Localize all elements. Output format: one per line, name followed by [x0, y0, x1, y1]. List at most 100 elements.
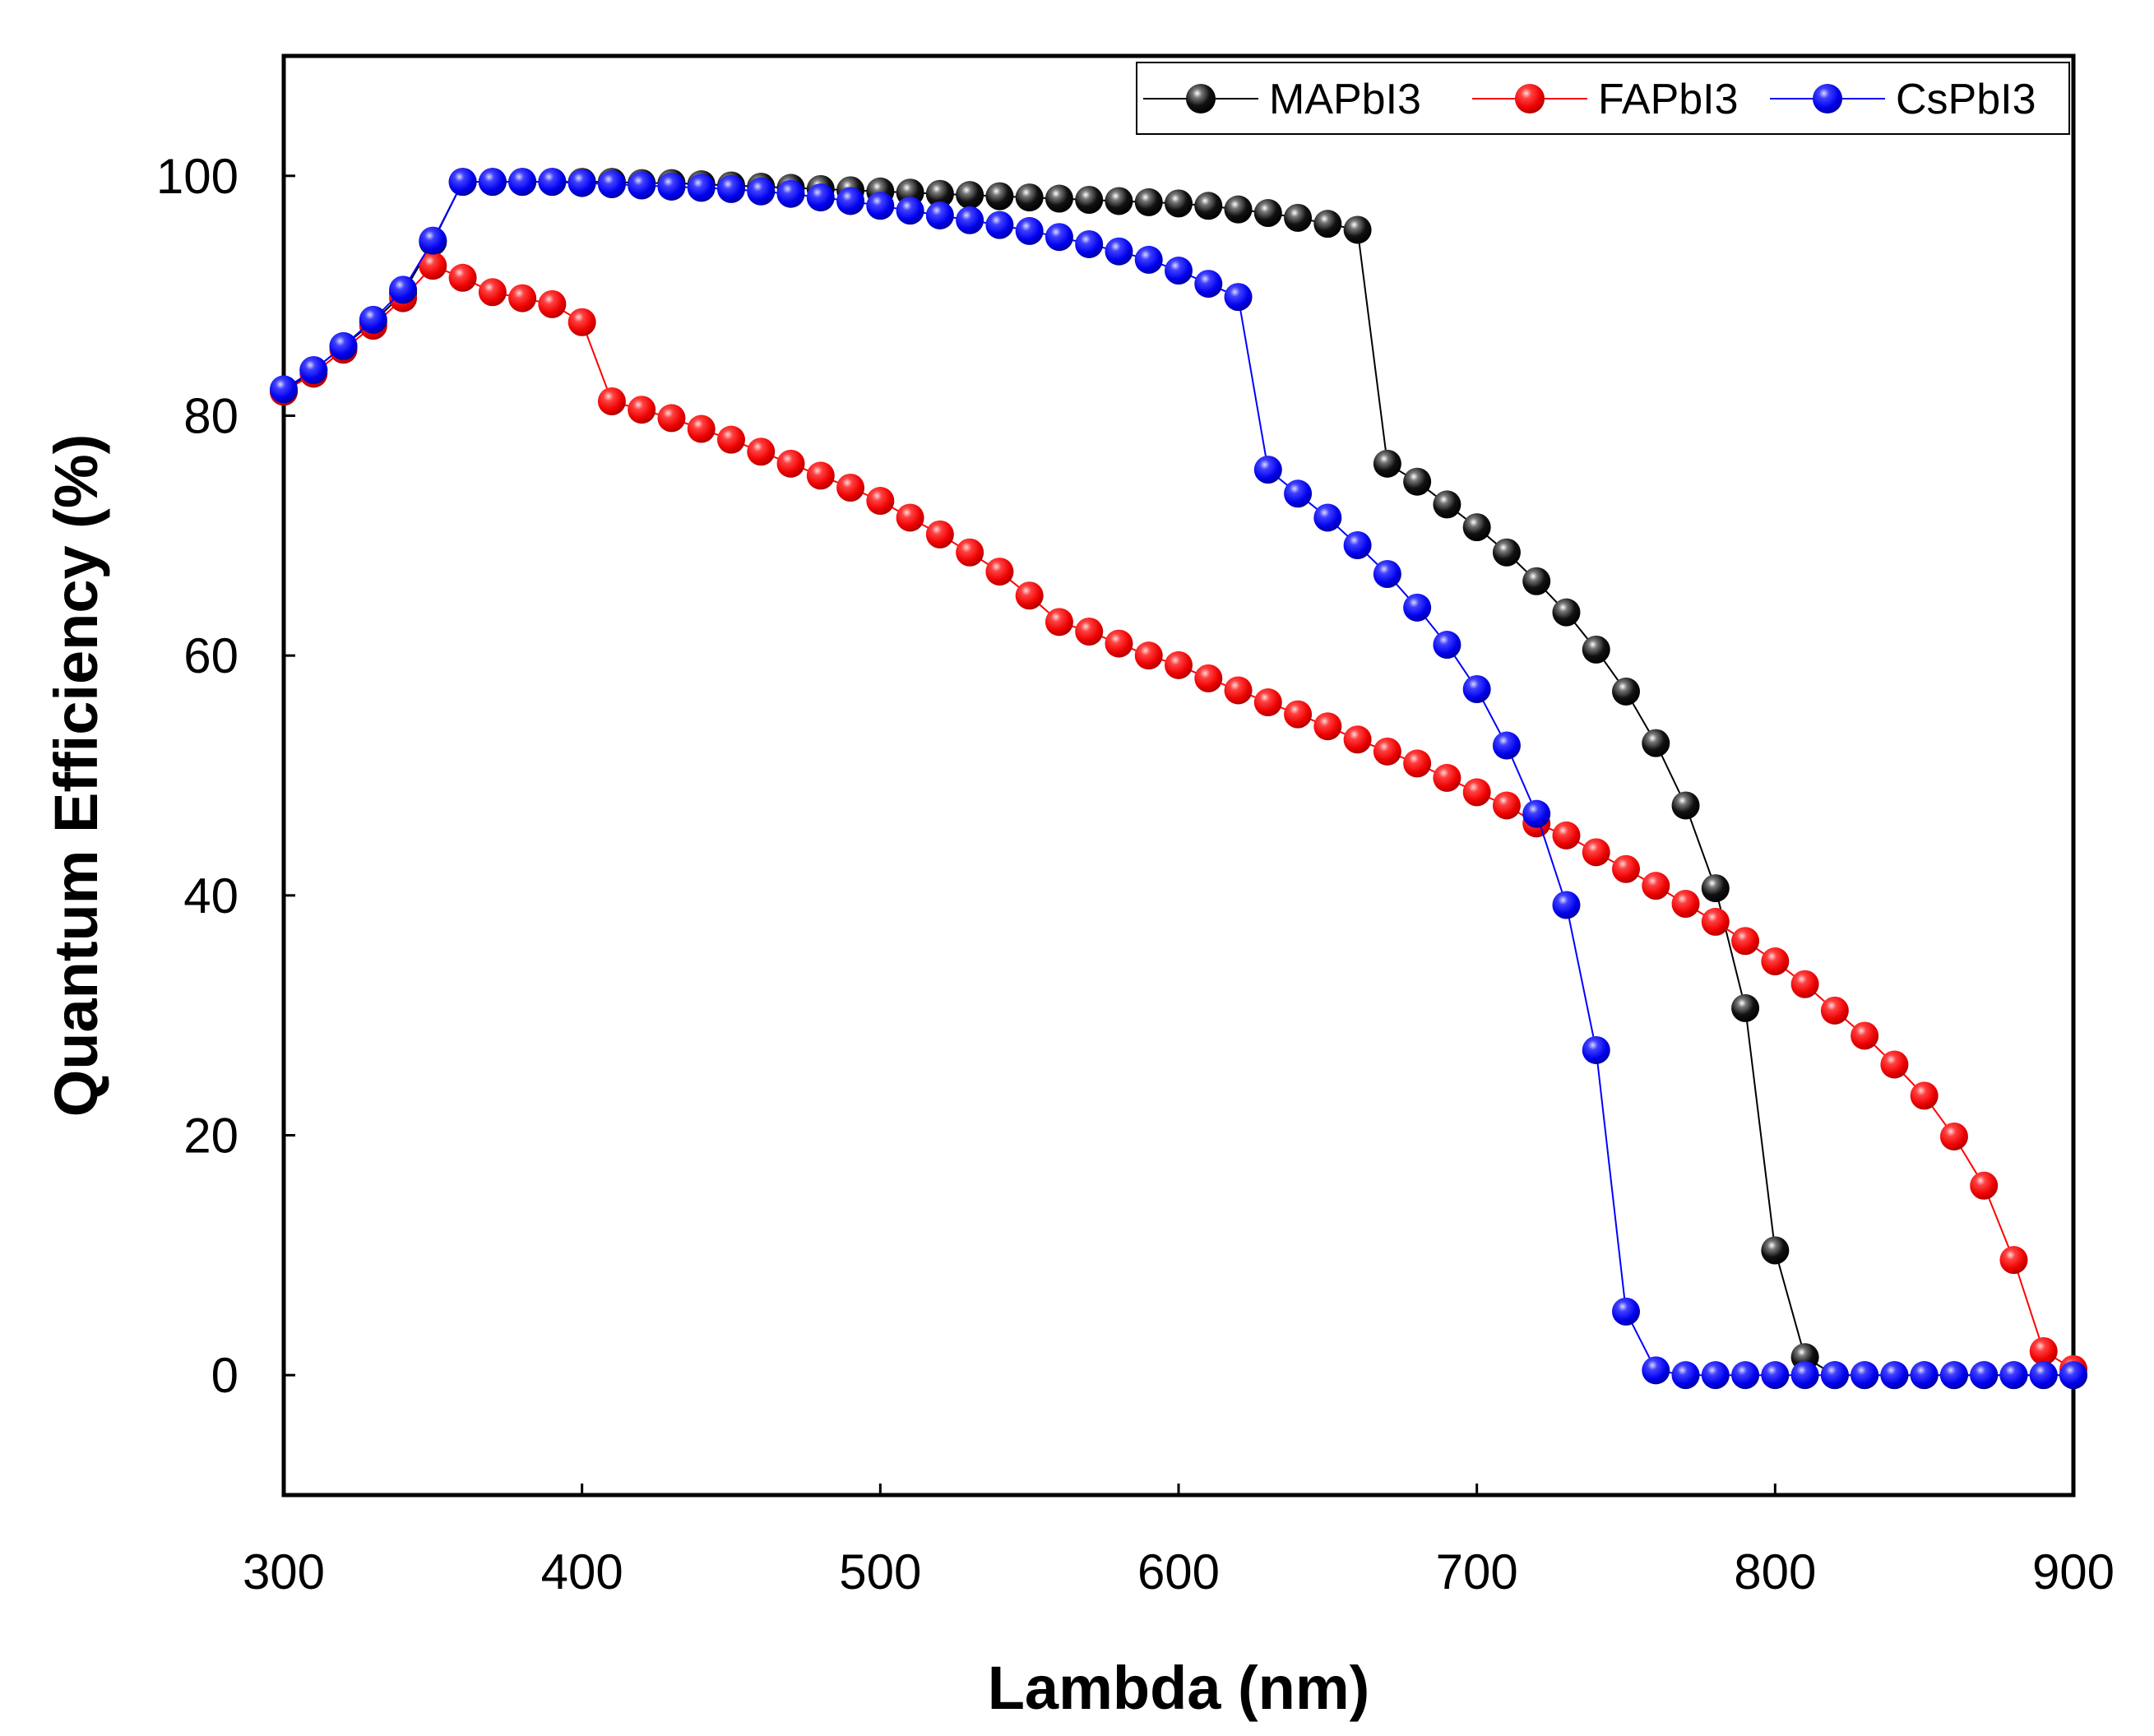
data-point-mapbi3 — [1253, 199, 1282, 228]
data-point-fapbi3 — [1820, 996, 1849, 1025]
data-point-fapbi3 — [657, 404, 686, 433]
data-point-mapbi3 — [1642, 729, 1670, 757]
data-point-mapbi3 — [1134, 187, 1163, 216]
data-point-fapbi3 — [1731, 927, 1760, 956]
data-point-mapbi3 — [1403, 467, 1432, 496]
data-point-cspbi3 — [985, 211, 1014, 239]
data-point-mapbi3 — [925, 179, 954, 208]
x-tick-label: 700 — [1436, 1544, 1518, 1599]
legend-label-fapbi3: FAPbI3 — [1598, 76, 1739, 123]
data-point-mapbi3 — [1075, 186, 1104, 214]
data-point-cspbi3 — [1253, 456, 1282, 484]
data-point-cspbi3 — [329, 331, 358, 360]
data-point-cspbi3 — [448, 168, 477, 197]
data-point-cspbi3 — [1671, 1361, 1700, 1390]
data-point-fapbi3 — [419, 252, 447, 280]
series-line-cspbi3 — [283, 181, 2073, 1377]
data-point-cspbi3 — [2029, 1361, 2058, 1390]
data-point-fapbi3 — [1790, 970, 1819, 998]
data-point-cspbi3 — [806, 183, 835, 212]
data-point-cspbi3 — [1343, 531, 1372, 559]
data-point-mapbi3 — [1045, 184, 1073, 213]
data-point-cspbi3 — [925, 201, 954, 229]
data-point-fapbi3 — [1403, 749, 1432, 778]
data-point-fapbi3 — [1253, 688, 1282, 717]
data-point-fapbi3 — [1313, 712, 1342, 741]
data-point-mapbi3 — [1701, 874, 1730, 903]
data-point-cspbi3 — [747, 177, 776, 206]
data-point-fapbi3 — [538, 289, 567, 318]
y-tick-label: 80 — [183, 389, 239, 444]
data-point-mapbi3 — [1671, 791, 1700, 820]
data-point-fapbi3 — [866, 487, 895, 516]
data-point-cspbi3 — [1701, 1361, 1730, 1390]
series-line-mapbi3 — [283, 181, 2073, 1377]
series-layer — [270, 168, 2087, 1390]
series-mapbi3 — [270, 168, 2087, 1390]
series-line-fapbi3 — [283, 265, 2074, 1370]
data-point-fapbi3 — [836, 474, 865, 502]
data-point-fapbi3 — [1015, 581, 1044, 610]
data-point-fapbi3 — [717, 425, 745, 454]
data-point-fapbi3 — [1433, 763, 1461, 792]
data-point-fapbi3 — [1671, 890, 1700, 919]
data-point-fapbi3 — [1134, 641, 1163, 670]
y-tick-label: 60 — [183, 628, 239, 683]
series-fapbi3 — [270, 252, 2087, 1383]
data-point-fapbi3 — [1582, 838, 1610, 867]
data-point-mapbi3 — [1612, 677, 1640, 706]
data-point-cspbi3 — [657, 172, 686, 201]
data-point-cspbi3 — [1224, 283, 1253, 312]
x-tick-label: 800 — [1734, 1544, 1816, 1599]
x-tick-label: 400 — [541, 1544, 623, 1599]
data-point-cspbi3 — [1552, 891, 1581, 919]
data-point-cspbi3 — [1910, 1361, 1939, 1390]
series-cspbi3 — [270, 168, 2087, 1390]
legend-marker-fapbi3 — [1515, 84, 1545, 113]
data-point-fapbi3 — [1939, 1122, 1968, 1150]
data-point-fapbi3 — [1194, 664, 1223, 692]
x-tick-label: 600 — [1137, 1544, 1220, 1599]
data-point-cspbi3 — [508, 168, 537, 197]
data-point-fapbi3 — [1343, 725, 1372, 754]
data-point-fapbi3 — [1910, 1081, 1939, 1110]
data-point-cspbi3 — [1105, 237, 1133, 266]
data-point-fapbi3 — [1284, 700, 1313, 729]
data-point-fapbi3 — [1552, 821, 1581, 849]
data-point-cspbi3 — [1939, 1361, 1968, 1390]
x-tick-labels: 300 400 500 600 700 800 900 — [243, 1544, 2115, 1599]
data-point-fapbi3 — [1642, 872, 1670, 900]
data-point-fapbi3 — [508, 284, 537, 312]
data-point-fapbi3 — [1373, 737, 1401, 766]
data-point-mapbi3 — [1582, 635, 1610, 664]
data-point-mapbi3 — [956, 181, 984, 210]
data-point-mapbi3 — [1165, 189, 1193, 218]
data-point-fapbi3 — [806, 461, 835, 490]
axis-ticks — [282, 174, 2075, 1495]
data-point-fapbi3 — [448, 263, 477, 292]
data-point-cspbi3 — [1373, 560, 1401, 588]
data-point-cspbi3 — [359, 305, 387, 334]
x-tick-label: 900 — [2032, 1544, 2115, 1599]
legend-label-mapbi3: MAPbI3 — [1269, 76, 1421, 123]
data-point-fapbi3 — [1224, 676, 1253, 705]
data-point-mapbi3 — [1492, 538, 1521, 567]
data-point-cspbi3 — [1999, 1361, 2028, 1390]
data-point-mapbi3 — [985, 182, 1014, 211]
data-point-cspbi3 — [1075, 229, 1104, 258]
y-tick-labels: 0 20 40 60 80 100 — [156, 149, 239, 1403]
data-point-cspbi3 — [836, 187, 865, 215]
data-point-cspbi3 — [1582, 1035, 1610, 1064]
data-point-cspbi3 — [538, 168, 567, 197]
data-point-fapbi3 — [478, 278, 507, 307]
data-point-cspbi3 — [270, 375, 298, 404]
x-tick-label: 300 — [243, 1544, 325, 1599]
data-point-mapbi3 — [1194, 192, 1223, 220]
data-point-fapbi3 — [1165, 650, 1193, 679]
data-point-cspbi3 — [478, 168, 507, 197]
data-point-cspbi3 — [866, 192, 895, 220]
data-point-fapbi3 — [1999, 1246, 2028, 1275]
data-point-cspbi3 — [1731, 1361, 1760, 1390]
data-point-mapbi3 — [1343, 215, 1372, 244]
data-point-fapbi3 — [1492, 791, 1521, 820]
